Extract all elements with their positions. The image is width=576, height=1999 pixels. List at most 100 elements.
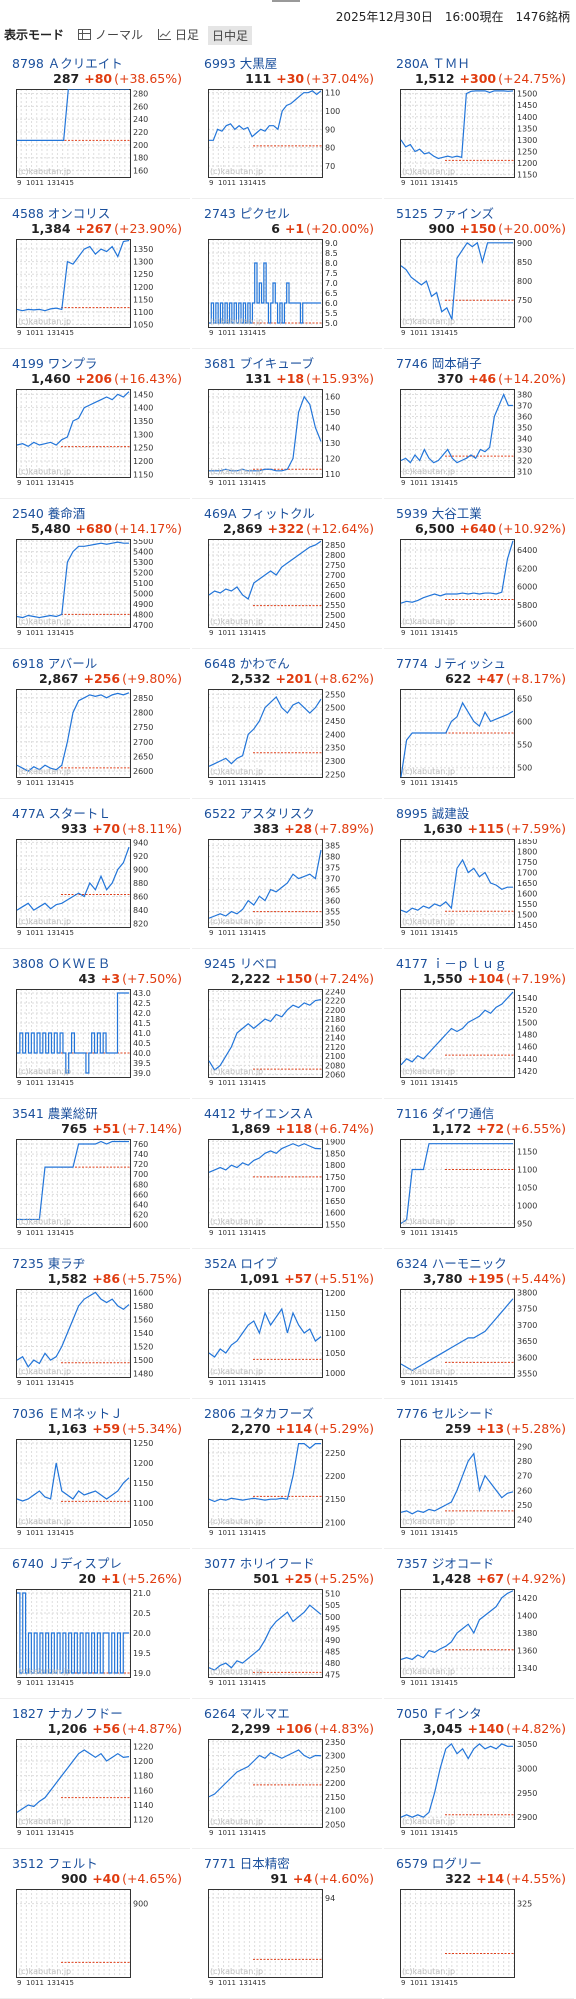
stock-title-link[interactable]: 6648 かわでん bbox=[204, 653, 290, 672]
intraday-chart[interactable]: 1150 1100 1050 1000 950 9 10 11 13 14 15 (c)kabutan… bbox=[400, 1139, 570, 1239]
intraday-chart[interactable]: 650 600 550 500 9 10 11 13 14 15 (c)kabutan.jp bbox=[400, 689, 570, 789]
stock-title-link[interactable]: 2540 養命酒 bbox=[12, 503, 85, 522]
stock-title-link[interactable]: 7050 Ｆインタ bbox=[396, 1703, 482, 1722]
intraday-chart[interactable]: 290 280 270 260 250 240 9 10 11 13 14 15 (c)kabutan.… bbox=[400, 1439, 570, 1539]
stock-title-link[interactable]: 4412 サイエンスＡ bbox=[204, 1103, 314, 1122]
intraday-chart[interactable]: 160 150 140 130 120 110 9 10 11 13 14 15 (c)kabutan.… bbox=[208, 389, 378, 489]
stock-card[interactable]: 7116 ダイワ通信 1,172 +72 (+6.55%) 1150 1100 1050 10… bbox=[384, 1099, 574, 1249]
stock-title-link[interactable]: 5939 大谷工業 bbox=[396, 503, 482, 522]
stock-card[interactable]: 4412 サイエンスＡ 1,869 +118 (+6.74%) 1900 1850 1800… bbox=[192, 1099, 382, 1249]
stock-title-link[interactable]: 1827 ナカノフドー bbox=[12, 1703, 123, 1722]
stock-card[interactable]: 3541 農業総研 765 +51 (+7.14%) 760 740 720 700 680 66… bbox=[0, 1099, 190, 1249]
stock-title-link[interactable]: 4199 ワンプラ bbox=[12, 353, 97, 372]
stock-card[interactable]: 7036 ＥＭネットＪ 1,163 +59 (+5.34%) 1250 1200 1150 1… bbox=[0, 1399, 190, 1549]
stock-title-link[interactable]: 6740 Ｊディスプレ bbox=[12, 1553, 122, 1572]
stock-card[interactable]: 8798 Ａクリエイト 287 +80 (+38.65%) 280 260 240 220 20… bbox=[0, 49, 190, 199]
stock-card[interactable]: 477A スタートＬ 933 +70 (+8.11%) 940 920 900 880 860 8… bbox=[0, 799, 190, 949]
stock-card[interactable]: 6522 アスタリスク 383 +28 (+7.89%) 385 380 375 370 365… bbox=[192, 799, 382, 949]
intraday-chart[interactable]: 110 100 90 80 70 9 10 11 13 14 15 (c)kabutan.jp bbox=[208, 89, 378, 189]
stock-title-link[interactable]: 8995 誠建設 bbox=[396, 803, 469, 822]
stock-title-link[interactable]: 6522 アスタリスク bbox=[204, 803, 315, 822]
stock-title-link[interactable]: 2743 ピクセル bbox=[204, 203, 290, 222]
stock-title-link[interactable]: 7776 セルシード bbox=[396, 1403, 494, 1422]
intraday-chart[interactable]: 1250 1200 1150 1100 1050 9 10 11 13 14 15 (c)kabuta… bbox=[16, 1439, 186, 1539]
intraday-chart[interactable]: 1420 1400 1380 1360 1340 9 10 11 13 14 15 (c)kabuta… bbox=[400, 1589, 570, 1689]
intraday-chart[interactable]: 21.0 20.5 20.0 19.5 19.0 9 10 11 13 14 15 (c)kabuta… bbox=[16, 1589, 186, 1689]
stock-title-link[interactable]: 3808 ＯＫＷＥＢ bbox=[12, 953, 110, 972]
stock-card[interactable]: 6648 かわでん 2,532 +201 (+8.62%) 2550 2500 2450 24… bbox=[192, 649, 382, 799]
stock-title-link[interactable]: 7036 ＥＭネットＪ bbox=[12, 1403, 123, 1422]
intraday-chart[interactable]: 1220 1200 1180 1160 1140 1120 9 10 11 13 14 15 (c)ka… bbox=[16, 1739, 186, 1839]
stock-card[interactable]: 352A ロイブ 1,091 +57 (+5.51%) 1200 1150 1100 1050… bbox=[192, 1249, 382, 1399]
stock-title-link[interactable]: 6993 大黒屋 bbox=[204, 53, 277, 72]
stock-card[interactable]: 7050 Ｆインタ 3,045 +140 (+4.82%) 3050 3000 2950 29… bbox=[384, 1699, 574, 1849]
stock-card[interactable]: 7746 岡本硝子 370 +46 (+14.20%) 380 370 360 350 340 3… bbox=[384, 349, 574, 499]
intraday-chart[interactable]: 380 370 360 350 340 330 320 310 9 10 11 13 14 15 (c)ka… bbox=[400, 389, 570, 489]
stock-card[interactable]: 3681 ブイキューブ 131 +18 (+15.93%) 160 150 140 130 12… bbox=[192, 349, 382, 499]
stock-card[interactable]: 7357 ジオコード 1,428 +67 (+4.92%) 1420 1400 1380 13… bbox=[384, 1549, 574, 1699]
stock-title-link[interactable]: 3077 ホリイフード bbox=[204, 1553, 315, 1572]
intraday-chart[interactable]: 385 380 375 370 365 360 355 350 9 10 11 13 14 15 (c)ka… bbox=[208, 839, 378, 939]
stock-card[interactable]: 7771 日本精密 91 +4 (+4.60%) 94 9 10 11 13 14 15 (c)kab… bbox=[192, 1849, 382, 1999]
intraday-chart[interactable]: 900 850 800 750 700 9 10 11 13 14 15 (c)kabutan.jp bbox=[400, 239, 570, 339]
stock-title-link[interactable]: 477A スタートＬ bbox=[12, 803, 111, 822]
intraday-chart[interactable]: 2850 2800 2750 2700 2650 2600 9 10 11 13 14 15 (c)ka… bbox=[16, 689, 186, 789]
stock-card[interactable]: 9245 リベロ 2,222 +150 (+7.24%) 2240 2220 2200 218… bbox=[192, 949, 382, 1099]
stock-title-link[interactable]: 4177 ｉ－ｐｌｕｇ bbox=[396, 953, 507, 972]
normal-mode-button[interactable]: ノーマル bbox=[78, 26, 143, 43]
stock-title-link[interactable]: 7771 日本精密 bbox=[204, 1853, 290, 1872]
stock-card[interactable]: 8995 誠建設 1,630 +115 (+7.59%) 1850 1800 1750 170… bbox=[384, 799, 574, 949]
stock-card[interactable]: 6264 マルマエ 2,299 +106 (+4.83%) 2350 2300 2250 22… bbox=[192, 1699, 382, 1849]
stock-card[interactable]: 3808 ＯＫＷＥＢ 43 +3 (+7.50%) 43.0 42.5 42.0 41.5 41… bbox=[0, 949, 190, 1099]
intraday-chart[interactable]: 1540 1520 1500 1480 1460 1440 1420 9 10 11 13 14 15 (… bbox=[400, 989, 570, 1089]
stock-card[interactable]: 7235 東ラヂ 1,582 +86 (+5.75%) 1600 1580 1560 1540… bbox=[0, 1249, 190, 1399]
stock-title-link[interactable]: 7357 ジオコード bbox=[396, 1553, 494, 1572]
intraday-chart[interactable]: 6400 6200 6000 5800 5600 9 10 11 13 14 15 (c)kabuta… bbox=[400, 539, 570, 639]
intraday-chart-button[interactable]: 日中足 bbox=[208, 26, 253, 45]
stock-title-link[interactable]: 3681 ブイキューブ bbox=[204, 353, 314, 372]
stock-card[interactable]: 280A ＴＭＨ 1,512 +300 (+24.75%) 1500 1450 1400 13… bbox=[384, 49, 574, 199]
stock-title-link[interactable]: 7235 東ラヂ bbox=[12, 1253, 85, 1272]
stock-card[interactable]: 2806 ユタカフーズ 2,270 +114 (+5.29%) 2250 2200 2150… bbox=[192, 1399, 382, 1549]
stock-title-link[interactable]: 2806 ユタカフーズ bbox=[204, 1403, 314, 1422]
stock-title-link[interactable]: 7116 ダイワ通信 bbox=[396, 1103, 494, 1122]
stock-title-link[interactable]: 280A ＴＭＨ bbox=[396, 53, 470, 72]
intraday-chart[interactable]: 1600 1580 1560 1540 1520 1500 1480 9 10 11 13 14 15 (… bbox=[16, 1289, 186, 1389]
stock-card[interactable]: 6918 アバール 2,867 +256 (+9.80%) 2850 2800 2750 27… bbox=[0, 649, 190, 799]
intraday-chart[interactable]: 9.08.58.07.57.06.56.05.55.0 9 10 11 13 14 15 (c… bbox=[208, 239, 378, 339]
stock-card[interactable]: 6740 Ｊディスプレ 20 +1 (+5.26%) 21.0 20.5 20.0 19.5 1… bbox=[0, 1549, 190, 1699]
stock-title-link[interactable]: 7774 Ｊティッシュ bbox=[396, 653, 506, 672]
stock-title-link[interactable]: 3541 農業総研 bbox=[12, 1103, 98, 1122]
intraday-chart[interactable]: 1200 1150 1100 1050 1000 9 10 11 13 14 15 (c)kabuta… bbox=[208, 1289, 378, 1389]
stock-card[interactable]: 6579 ログリー 322 +14 (+4.55%) 325 9 10 11 13 14 15 (c)… bbox=[384, 1849, 574, 1999]
stock-card[interactable]: 4177 ｉ－ｐｌｕｇ 1,550 +104 (+7.19%) 1540 1520 1500… bbox=[384, 949, 574, 1099]
stock-card[interactable]: 5939 大谷工業 6,500 +640 (+10.92%) 6400 6200 6000 5… bbox=[384, 499, 574, 649]
intraday-chart[interactable]: 940 920 900 880 860 840 820 9 10 11 13 14 15 (c)kabut… bbox=[16, 839, 186, 939]
stock-title-link[interactable]: 4588 オンコリス bbox=[12, 203, 110, 222]
stock-title-link[interactable]: 3512 フェルト bbox=[12, 1853, 98, 1872]
stock-card[interactable]: 3512 フェルト 900 +40 (+4.65%) 900 9 10 11 13 14 15 (c)… bbox=[0, 1849, 190, 1999]
stock-title-link[interactable]: 5125 ファインズ bbox=[396, 203, 494, 222]
stock-card[interactable]: 2743 ピクセル 6 +1 (+20.00%) 9.0 8.5 8.0 7.5 7.0 6.5 6… bbox=[192, 199, 382, 349]
intraday-chart[interactable]: 949 10 11 13 14 15(c)kabutan.jp bbox=[208, 1889, 378, 1989]
stock-title-link[interactable]: 6324 ハーモニック bbox=[396, 1253, 507, 1272]
stock-title-link[interactable]: 6918 アバール bbox=[12, 653, 97, 672]
stock-card[interactable]: 1827 ナカノフドー 1,206 +56 (+4.87%) 1220 1200 1180 1… bbox=[0, 1699, 190, 1849]
stock-card[interactable]: 4199 ワンプラ 1,460 +206 (+16.43%) 1450 1400 1350 1… bbox=[0, 349, 190, 499]
intraday-chart[interactable]: 1450 1400 1350 1300 1250 1200 1150 9 10 11 13 14 15 (… bbox=[16, 389, 186, 489]
stock-card[interactable]: 6324 ハーモニック 3,780 +195 (+5.44%) 3800 3750 3700… bbox=[384, 1249, 574, 1399]
intraday-chart[interactable]: 3050 3000 2950 2900 9 10 11 13 14 15 (c)kabutan.jp bbox=[400, 1739, 570, 1839]
intraday-chart[interactable]: 2550 2500 2450 2400 2350 2300 2250 9 10 11 13 14 15 (… bbox=[208, 689, 378, 789]
stock-title-link[interactable]: 7746 岡本硝子 bbox=[396, 353, 482, 372]
stock-card[interactable]: 2540 養命酒 5,480 +680 (+14.17%) 5500 5400 5300 52… bbox=[0, 499, 190, 649]
intraday-chart[interactable]: 280 260 240 220 200 180 160 9 10 11 13 14 15 (c)kabut… bbox=[16, 89, 186, 189]
intraday-chart[interactable]: 2240222022002180216021402120210020802060… bbox=[208, 989, 378, 1089]
stock-card[interactable]: 5125 ファインズ 900 +150 (+20.00%) 900 850 800 750 70… bbox=[384, 199, 574, 349]
